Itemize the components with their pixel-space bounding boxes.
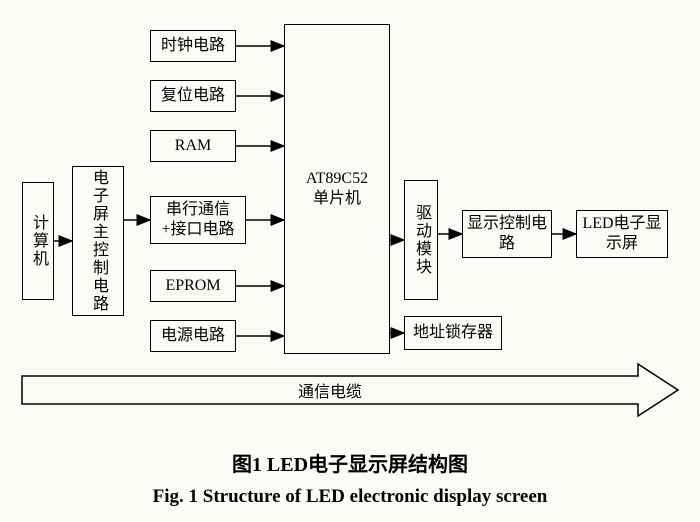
node-label: 显示控制电路	[467, 214, 547, 254]
node-led: LED电子显示屏	[576, 210, 668, 258]
node-label: RAM	[175, 136, 211, 156]
node-label: 串行通信+接口电路	[155, 200, 241, 240]
node-label: 电源电路	[161, 326, 225, 346]
node-label: 地址锁存器	[413, 323, 493, 343]
node-eprom: EPROM	[150, 270, 236, 302]
caption-en: Fig. 1 Structure of LED electronic displ…	[0, 486, 700, 508]
node-addr-latch: 地址锁存器	[404, 316, 502, 350]
node-label: 计算机	[28, 214, 48, 268]
node-computer: 计算机	[22, 182, 54, 300]
node-label: LED电子显示屏	[581, 214, 663, 254]
big-arrow-label: 通信电缆	[22, 378, 638, 402]
node-disp-ctrl: 显示控制电路	[462, 210, 552, 258]
node-mcu: AT89C52 单片机	[284, 24, 390, 354]
node-label: 时钟电路	[161, 36, 225, 56]
diagram-stage: 计算机 电子屏主控制电路 时钟电路 复位电路 RAM 串行通信+接口电路 EPR…	[0, 0, 700, 522]
node-label: AT89C52 单片机	[306, 169, 368, 209]
node-label: EPROM	[165, 276, 220, 296]
node-label: 驱动模块	[411, 204, 431, 276]
node-ram: RAM	[150, 130, 236, 162]
node-label: 复位电路	[161, 86, 225, 106]
node-serial: 串行通信+接口电路	[150, 196, 246, 244]
node-label: 电子屏主控制电路	[88, 169, 108, 313]
node-power: 电源电路	[150, 320, 236, 352]
caption-cn: 图1 LED电子显示屏结构图	[0, 448, 700, 477]
node-main-ctrl: 电子屏主控制电路	[72, 166, 124, 316]
node-clock: 时钟电路	[150, 30, 236, 62]
node-driver: 驱动模块	[404, 180, 438, 300]
node-reset: 复位电路	[150, 80, 236, 112]
